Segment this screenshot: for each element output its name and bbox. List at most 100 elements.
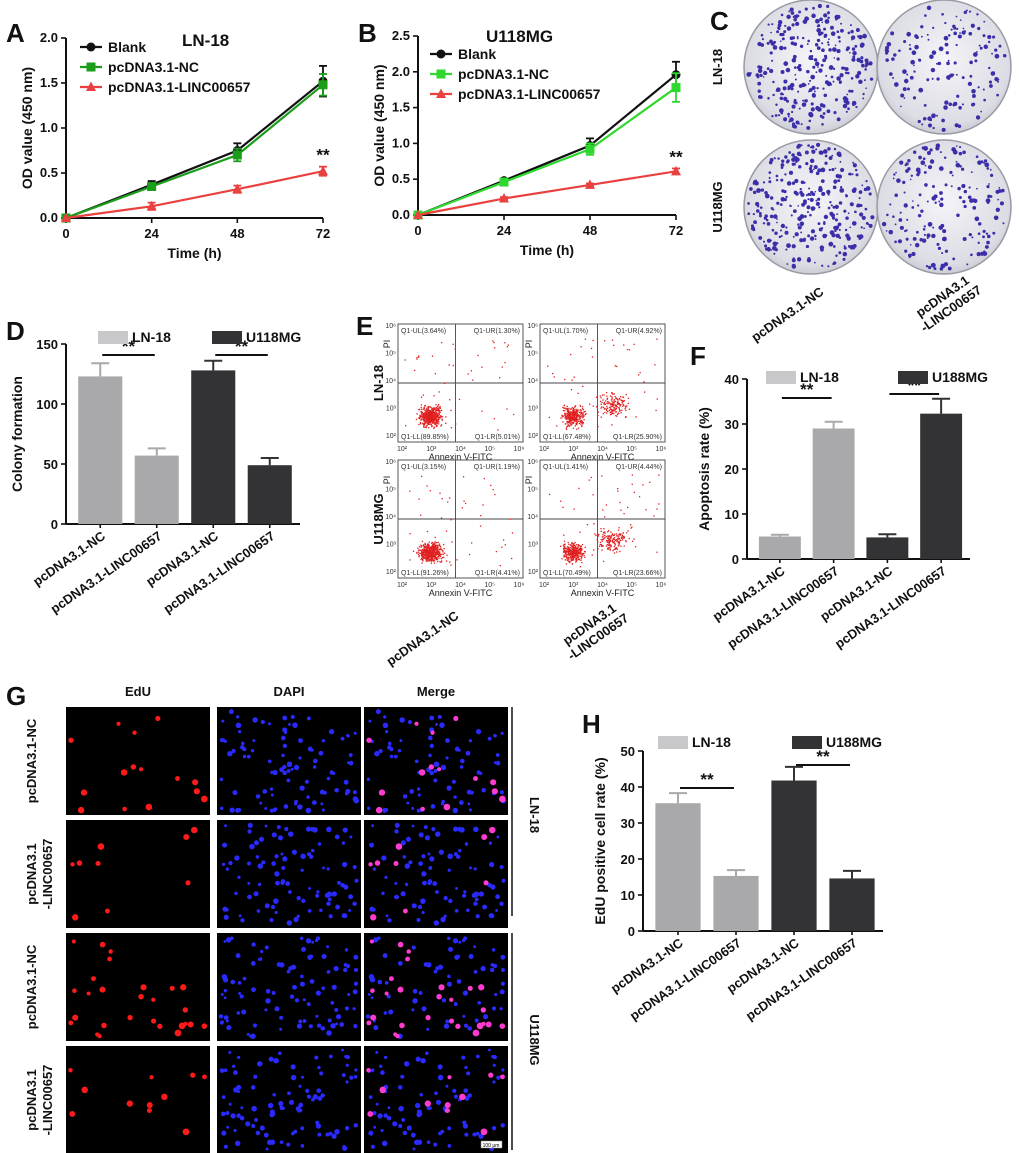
event-dot [573, 418, 575, 420]
colony [907, 158, 911, 163]
event-dot [567, 422, 569, 424]
event-dot [422, 422, 424, 424]
event-dot [499, 564, 501, 567]
colony [760, 33, 764, 37]
dapi-nucleus [315, 1014, 319, 1018]
dapi-nucleus [429, 743, 435, 749]
event-dot [575, 410, 577, 412]
dapi-nucleus [495, 909, 499, 912]
dapi-nucleus [279, 767, 284, 773]
colony [858, 197, 861, 200]
colony [977, 232, 981, 236]
event-dot [621, 401, 623, 403]
colony [799, 221, 805, 226]
event-dot [621, 399, 623, 402]
colony [792, 257, 795, 260]
dapi-nucleus [286, 768, 291, 773]
colony [813, 90, 816, 93]
event-dot [576, 554, 578, 556]
legend-swatch [766, 371, 796, 384]
dapi-nucleus [238, 914, 242, 918]
event-dot [609, 548, 611, 550]
colony [892, 215, 895, 218]
event-dot [416, 356, 418, 359]
column-label: pcDNA3.1-NC [749, 284, 827, 345]
colony [959, 32, 961, 34]
colony [822, 233, 827, 239]
colony [801, 36, 805, 40]
row-label-line: pcDNA3.1 [24, 843, 39, 904]
event-dot [609, 534, 611, 537]
dapi-nucleus [490, 967, 495, 973]
colony [867, 223, 870, 226]
colony [920, 209, 924, 213]
event-dot [645, 509, 647, 511]
colony [983, 161, 986, 164]
event-dot [426, 420, 428, 422]
event-dot [564, 550, 567, 552]
panel-label-c: C [710, 6, 729, 36]
event-dot [568, 552, 570, 554]
y-tick-label: 2.0 [392, 64, 410, 79]
colony [798, 107, 801, 110]
dapi-nucleus [353, 1123, 358, 1128]
event-dot [437, 555, 440, 558]
colony [852, 243, 857, 248]
dapi-nucleus [284, 827, 289, 832]
event-dot [434, 410, 437, 412]
event-dot [577, 550, 579, 553]
event-dot [572, 411, 574, 414]
edu-nucleus [77, 806, 85, 814]
event-dot [617, 401, 619, 403]
event-dot [420, 412, 422, 414]
event-dot [449, 399, 451, 401]
event-dot [612, 537, 615, 540]
dapi-nucleus [348, 894, 354, 900]
dapi-nucleus [239, 1115, 245, 1121]
event-dot [574, 547, 576, 549]
event-dot [579, 421, 582, 423]
colony [766, 222, 771, 226]
colony [770, 239, 772, 242]
event-dot [560, 500, 562, 502]
x-axis-label: Annexin V-FITC [429, 452, 493, 462]
dapi-nucleus [353, 1024, 358, 1029]
event-dot [426, 416, 429, 419]
colony [941, 252, 944, 255]
event-dot [569, 554, 571, 556]
colony [920, 160, 926, 166]
colony [785, 226, 788, 229]
event-dot [561, 414, 563, 416]
event-dot [564, 417, 566, 419]
colony [752, 228, 756, 232]
colony [931, 113, 936, 119]
event-dot [566, 415, 568, 417]
event-dot [436, 550, 438, 553]
colony [772, 45, 778, 50]
event-dot [431, 541, 433, 544]
dapi-nucleus [226, 1025, 232, 1031]
dapi-nucleus [282, 727, 288, 733]
colony [961, 167, 965, 171]
event-dot [426, 555, 428, 558]
colony [857, 70, 862, 76]
event-dot [567, 417, 570, 419]
event-dot [580, 416, 582, 418]
event-dot [562, 547, 565, 550]
event-dot [581, 420, 583, 422]
event-dot [571, 554, 574, 557]
dapi-nucleus [251, 987, 256, 993]
colony [808, 187, 811, 190]
event-dot [424, 413, 426, 415]
merged-nucleus [485, 1021, 492, 1028]
edu-nucleus [180, 984, 187, 991]
merged-nucleus [453, 715, 459, 721]
legend-label: LN-18 [800, 369, 839, 385]
dapi-nucleus [421, 1006, 427, 1012]
event-dot [564, 407, 566, 410]
panel-label-e: E [356, 311, 373, 341]
colony [835, 254, 838, 258]
colony [847, 107, 850, 111]
dapi-nucleus [331, 1133, 337, 1139]
event-dot [456, 559, 458, 561]
